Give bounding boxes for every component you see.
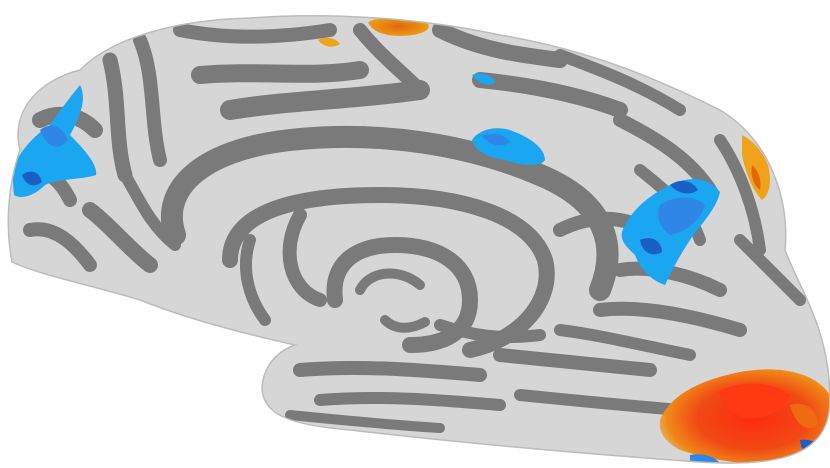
orange-cluster-parietal <box>742 135 770 200</box>
blue-cluster-frontal <box>12 85 97 197</box>
sulci-pattern <box>12 16 830 464</box>
brain-outline <box>7 14 830 464</box>
blue-cluster-cingulate <box>472 73 545 165</box>
blue-cluster-precuneus <box>621 179 720 285</box>
red-cluster-occipital <box>659 369 830 464</box>
